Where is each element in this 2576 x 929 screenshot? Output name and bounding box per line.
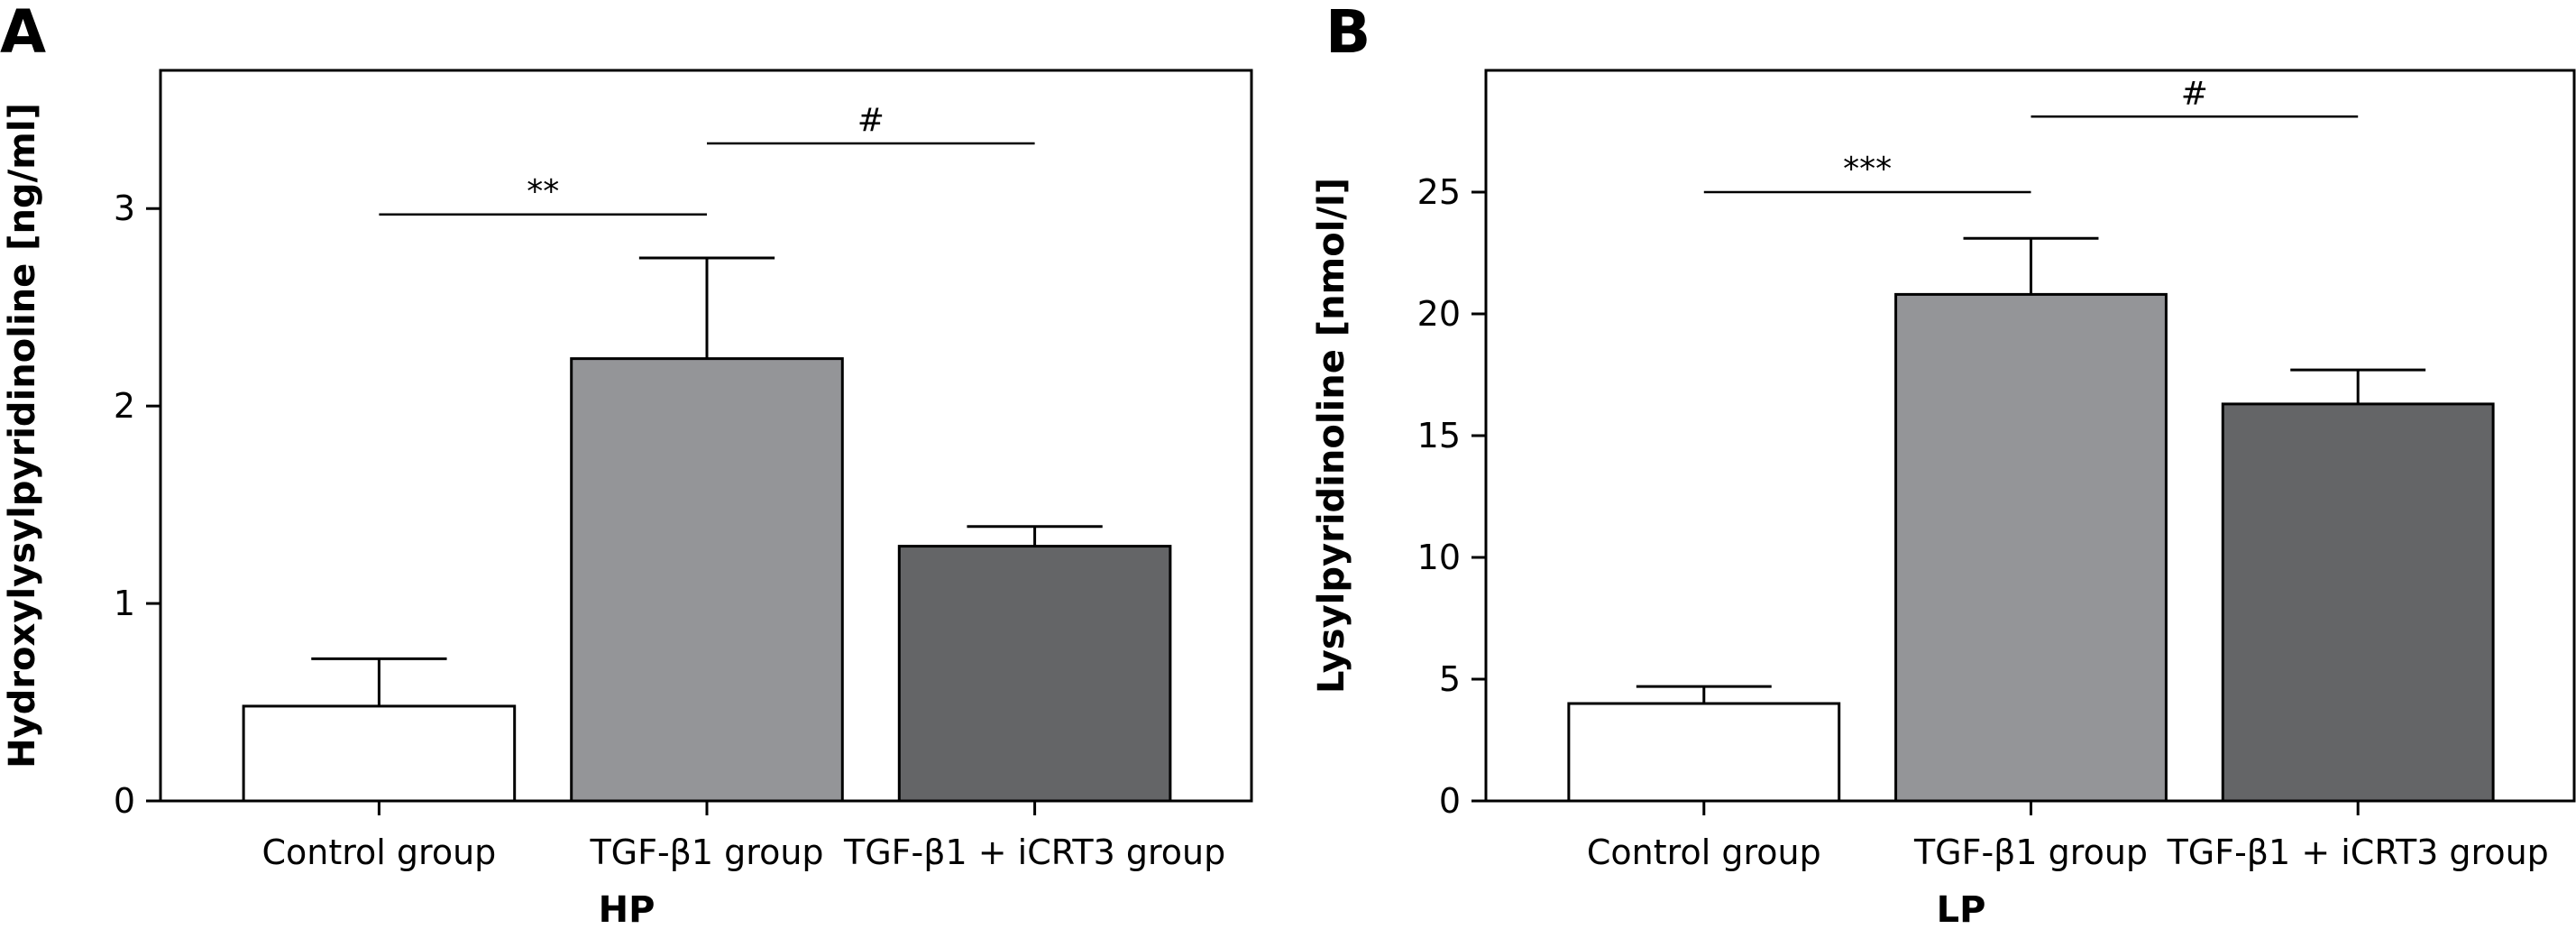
x-category-label: Control group: [261, 832, 496, 872]
y-tick-label: 3: [114, 189, 135, 228]
bar: [1567, 702, 1841, 803]
x-category-label: TGF-β1 group: [1913, 832, 2148, 872]
y-tick-label: 15: [1417, 416, 1461, 455]
panel-letter-a: A: [0, 0, 46, 67]
y-tick-label: 2: [114, 386, 135, 426]
x-category-label: TGF-β1 + iCRT3 group: [843, 832, 1225, 872]
x-axis-title: HP: [599, 889, 655, 929]
bar: [242, 704, 517, 803]
y-tick-label: 0: [1439, 781, 1461, 821]
y-tick-label: 0: [114, 781, 135, 821]
y-axis-label: Lysylpyridinoline [nmol/l]: [1311, 178, 1352, 694]
bar: [1894, 292, 2168, 803]
panel-b: B 0 5 10 15 20 25 Lysylpyridinoline [nmol/l] Co…: [1311, 0, 2576, 929]
significance-label: #: [2181, 75, 2208, 112]
bar: [2221, 402, 2495, 803]
y-tick-label: 25: [1417, 172, 1461, 212]
x-category-label: TGF-β1 + iCRT3 group: [2167, 832, 2549, 872]
y-tick-label: 5: [1439, 659, 1461, 699]
y-tick-label: 1: [114, 584, 135, 623]
bar: [897, 545, 1172, 803]
significance-label: **: [527, 173, 559, 210]
y-axis-label: Hydroxylysylpyridinoline [ng/ml]: [2, 103, 43, 768]
significance-label: ***: [1843, 151, 1892, 188]
significance-label: #: [857, 102, 885, 139]
x-axis-title: LP: [1937, 889, 1986, 929]
bar: [570, 357, 844, 803]
x-category-label: Control group: [1587, 832, 1821, 872]
y-tick-label: 20: [1417, 294, 1461, 334]
x-category-label: TGF-β1 group: [589, 832, 823, 872]
y-tick-label: 10: [1417, 538, 1461, 577]
panel-letter-b: B: [1325, 0, 1371, 67]
panel-a: A 0 1 2 3 Hydroxylysylpyridinoline [ng/ml] Co…: [0, 0, 1253, 929]
